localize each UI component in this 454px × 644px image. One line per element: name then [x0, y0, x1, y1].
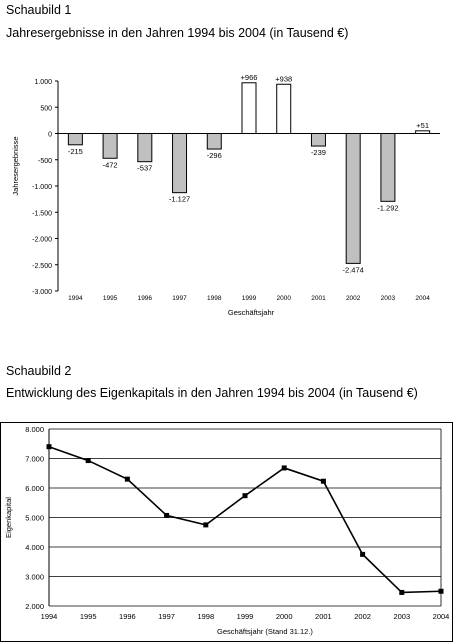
chart1-label: Schaubild 1	[6, 3, 72, 17]
data-label: -215	[68, 147, 83, 156]
x-tick-label: 2002	[346, 295, 361, 302]
chart1-title: Jahresergebnisse in den Jahren 1994 bis …	[6, 26, 349, 40]
data-point	[242, 493, 248, 499]
y-tick-label: -500	[38, 158, 52, 165]
data-label: -239	[311, 148, 326, 157]
data-label: +966	[241, 73, 258, 82]
x-tick-label: 1994	[41, 612, 58, 621]
chart2-title: Entwicklung des Eigenkapitals in den Jah…	[6, 386, 418, 400]
y-tick-label: -2.500	[32, 263, 52, 270]
data-point	[203, 522, 209, 528]
y-tick-label: 0	[48, 132, 52, 139]
bar	[276, 83, 292, 134]
data-point	[164, 512, 170, 518]
data-point	[399, 589, 405, 595]
x-tick-label: 2003	[393, 612, 410, 621]
bar	[137, 133, 153, 163]
y-axis-title: Jahresergebnisse	[11, 136, 20, 195]
x-tick-label: 1996	[119, 612, 136, 621]
x-tick-label: 2001	[315, 612, 332, 621]
data-point	[85, 458, 91, 464]
x-tick-label: 1997	[172, 295, 187, 302]
data-label: +938	[275, 74, 292, 83]
x-tick-label: 1998	[207, 295, 222, 302]
y-tick-label: 5.000	[25, 514, 44, 523]
x-tick-label: 2000	[276, 295, 291, 302]
y-tick-label: -1.000	[32, 184, 52, 191]
bar	[67, 133, 83, 146]
bar	[380, 133, 396, 202]
x-tick-label: 1995	[80, 612, 97, 621]
x-tick-label: 1995	[103, 295, 118, 302]
y-tick-label: -1.500	[32, 210, 52, 217]
y-tick-label: 6.000	[25, 484, 44, 493]
y-tick-label: 8.000	[25, 425, 44, 434]
x-tick-label: 1996	[138, 295, 153, 302]
data-label: -296	[207, 151, 222, 160]
data-point	[281, 465, 287, 471]
bar	[102, 133, 118, 159]
x-tick-label: 2000	[276, 612, 293, 621]
x-tick-label: 2004	[415, 295, 430, 302]
bar	[206, 133, 222, 150]
x-tick-label: 1997	[158, 612, 175, 621]
bar	[310, 133, 326, 147]
y-tick-label: -2.000	[32, 237, 52, 244]
y-tick-label: 7.000	[25, 455, 44, 464]
y-tick-label: 3.000	[25, 573, 44, 582]
data-label: +51	[416, 121, 429, 130]
x-tick-label: 1994	[68, 295, 83, 302]
y-tick-label: -3.000	[32, 289, 52, 296]
y-axis-title: Eigenkapital	[4, 497, 13, 538]
x-tick-label: 2002	[354, 612, 371, 621]
bar	[172, 133, 188, 194]
data-point	[438, 588, 444, 594]
x-tick-label: 2001	[311, 295, 326, 302]
y-tick-label: 1.000	[34, 79, 52, 86]
data-label: -537	[137, 164, 152, 173]
series-line	[48, 445, 442, 594]
x-tick-label: 1999	[242, 295, 257, 302]
y-tick-label: 2.000	[25, 602, 44, 611]
data-point	[124, 476, 130, 482]
y-tick-label: 4.000	[25, 543, 44, 552]
data-label: -1.127	[169, 195, 190, 204]
bar	[345, 133, 361, 264]
data-label: -472	[103, 160, 118, 169]
x-tick-label: 1998	[197, 612, 214, 621]
x-tick-label: 1999	[237, 612, 254, 621]
data-point	[46, 444, 52, 450]
bar	[415, 130, 431, 134]
bar	[241, 82, 257, 135]
chart2-label: Schaubild 2	[6, 364, 72, 378]
data-label: -1.292	[377, 203, 398, 212]
x-axis-title: Geschäftsjahr (Stand 31.12.)	[217, 627, 313, 636]
data-point	[360, 551, 366, 557]
data-label: -2.474	[343, 265, 364, 274]
x-tick-label: 2004	[433, 612, 450, 621]
x-tick-label: 2003	[381, 295, 396, 302]
y-tick-label: 500	[40, 105, 52, 112]
data-point	[320, 478, 326, 484]
chart-frame	[0, 422, 453, 642]
x-axis-title: Geschäftsjahr	[228, 308, 275, 317]
